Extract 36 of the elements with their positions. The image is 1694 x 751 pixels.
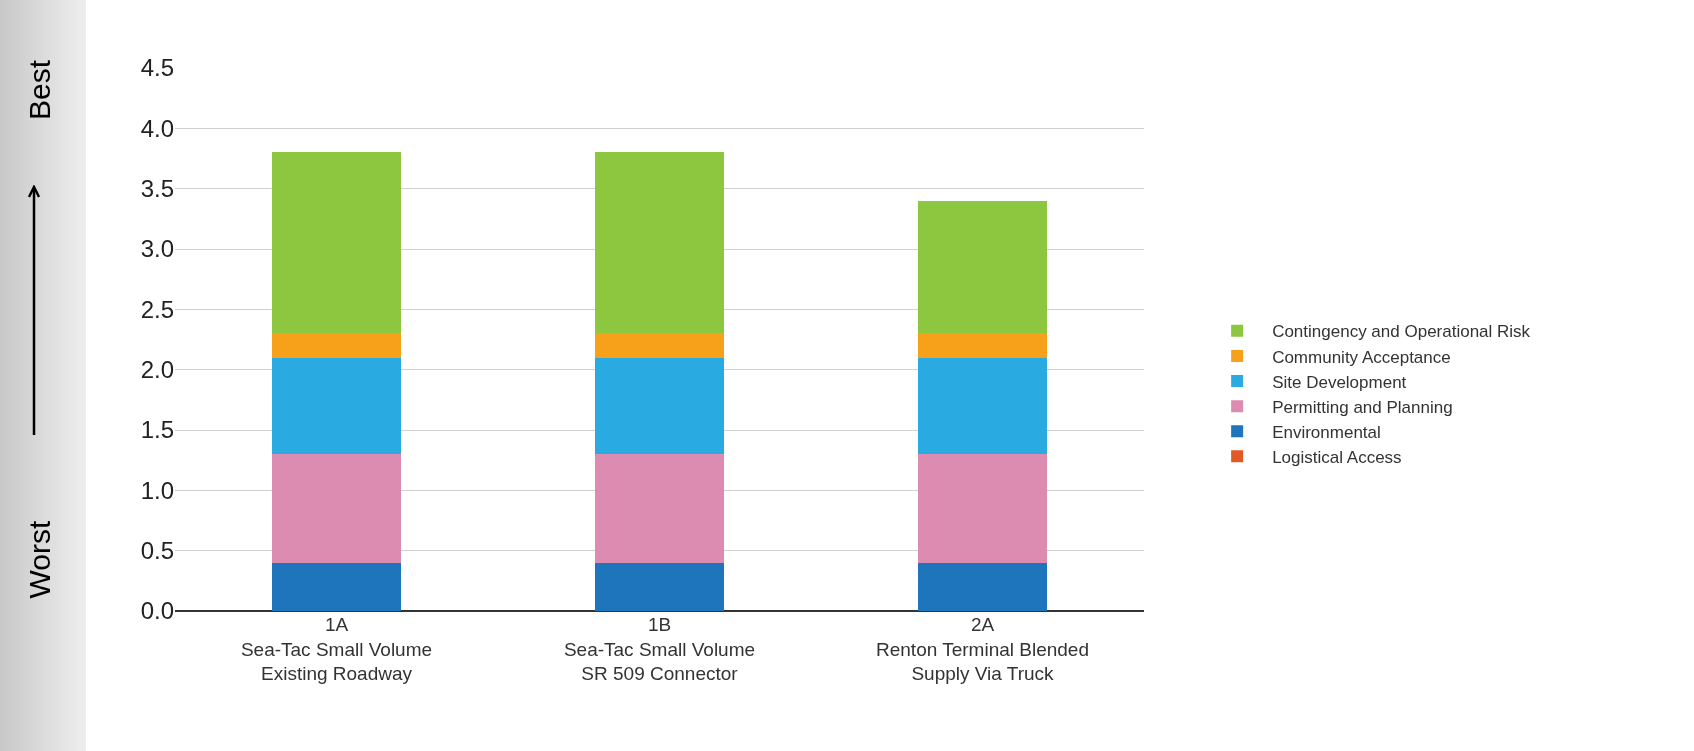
legend-label: Site Development [1272, 372, 1407, 392]
x-tick-label: 1B Sea-Tac Small Volume SR 509 Connector [563, 614, 756, 685]
y-tick-label: 1.0 [140, 476, 174, 504]
legend-label: Permitting and Planning [1272, 397, 1453, 417]
y-tick-label: 4.0 [140, 114, 174, 142]
bar [271, 454, 402, 563]
text: Best [22, 59, 56, 120]
legend-label: Community Acceptance [1272, 347, 1451, 367]
legend-label: Contingency and Operational Risk [1272, 322, 1531, 342]
bar [917, 357, 1048, 455]
bar [917, 200, 1048, 334]
y-tick-label: 1.5 [140, 416, 174, 444]
bar [594, 454, 725, 563]
x-tick-label: 2A Renton Terminal Blended Supply Via Truck [875, 614, 1090, 685]
text: Worst [23, 520, 57, 599]
bar [594, 357, 725, 455]
bar [594, 562, 725, 611]
bar [594, 152, 725, 334]
bar [271, 562, 402, 611]
bar [271, 333, 402, 358]
y-tick-label: 3.5 [140, 175, 174, 203]
bar [271, 357, 402, 455]
bar [271, 152, 402, 334]
x-tick-label: 1A Sea-Tac Small Volume Existing Roadway [240, 614, 433, 685]
bar [594, 333, 725, 358]
y-tick-label: 0.5 [140, 537, 174, 565]
bar [917, 333, 1048, 358]
y-tick-label: 2.0 [140, 356, 174, 384]
bar [917, 562, 1048, 611]
bar [917, 454, 1048, 563]
legend-label: Environmental [1272, 422, 1381, 442]
y-tick-label: 4.5 [140, 54, 174, 82]
y-tick-label: 2.5 [140, 295, 174, 323]
legend-label: Logistical Access [1272, 447, 1402, 467]
y-tick-label: 0.0 [140, 597, 174, 625]
y-tick-label: 3.0 [140, 235, 174, 263]
